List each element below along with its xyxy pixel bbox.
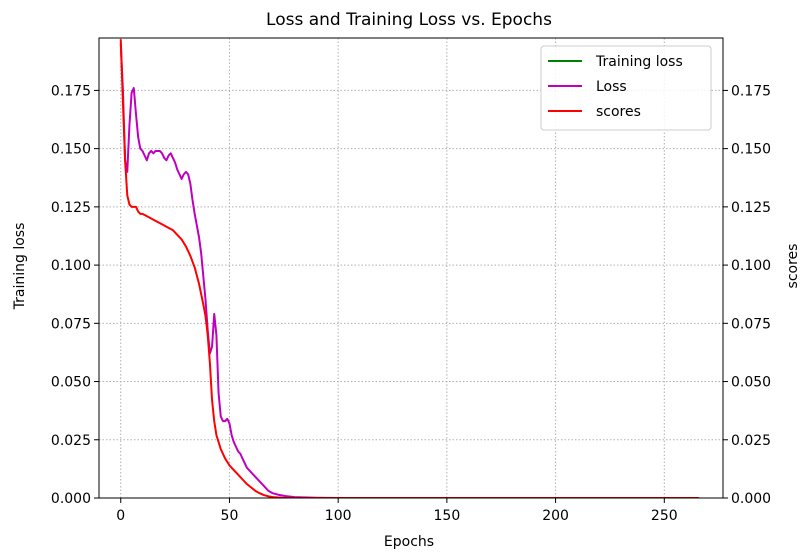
series-line-scores xyxy=(119,39,700,498)
x-tick-label: 0 xyxy=(116,508,125,524)
x-tick-label: 150 xyxy=(434,508,461,524)
right-y-axis: 0.000 0.025 0.050 0.075 0.100 0.125 0.150 0.175 xyxy=(723,83,771,507)
series-layer xyxy=(119,39,700,498)
legend-label: Loss xyxy=(596,79,627,95)
left-y-axis: 0.000 0.025 0.050 0.075 0.100 0.125 0.150 0.175 xyxy=(51,83,99,507)
y-tick-label-left: 0.050 xyxy=(51,375,91,391)
legend-box xyxy=(540,45,712,131)
y-tick-label-right: 0.025 xyxy=(731,433,771,449)
y-tick-label-right: 0.175 xyxy=(731,83,771,99)
y-tick-label-left: 0.175 xyxy=(51,83,91,99)
y-tick-label-right: 0.150 xyxy=(731,142,771,158)
y-axis-title-left: Training loss xyxy=(12,223,28,311)
x-tick-label: 200 xyxy=(542,508,569,524)
x-tick-label: 100 xyxy=(325,508,352,524)
y-tick-label-left: 0.025 xyxy=(51,433,91,449)
y-axis-title-right: scores xyxy=(785,244,800,289)
plot-frame xyxy=(98,37,724,499)
chart-title: Loss and Training Loss vs. Epochs xyxy=(266,10,552,30)
y-tick-label-right: 0.100 xyxy=(731,258,771,274)
legend-label: Training loss xyxy=(595,54,683,70)
legend: Training loss Loss scores xyxy=(540,45,712,131)
y-tick-label-left: 0.125 xyxy=(51,200,91,216)
y-tick-label-right: 0.050 xyxy=(731,375,771,391)
x-tick-label: 250 xyxy=(651,508,678,524)
series-line-loss xyxy=(119,43,700,498)
x-axis-title: Epochs xyxy=(384,534,434,550)
y-tick-label-right: 0.075 xyxy=(731,316,771,332)
y-tick-label-left: 0.150 xyxy=(51,142,91,158)
y-tick-label-right: 0.000 xyxy=(731,491,771,507)
y-tick-label-left: 0.000 xyxy=(51,491,91,507)
legend-label: scores xyxy=(596,104,641,120)
y-tick-label-right: 0.125 xyxy=(731,200,771,216)
y-tick-label-left: 0.100 xyxy=(51,258,91,274)
y-tick-label-left: 0.075 xyxy=(51,316,91,332)
x-tick-label: 50 xyxy=(221,508,239,524)
x-axis: 0 50 100 150 200 250 xyxy=(116,498,678,524)
